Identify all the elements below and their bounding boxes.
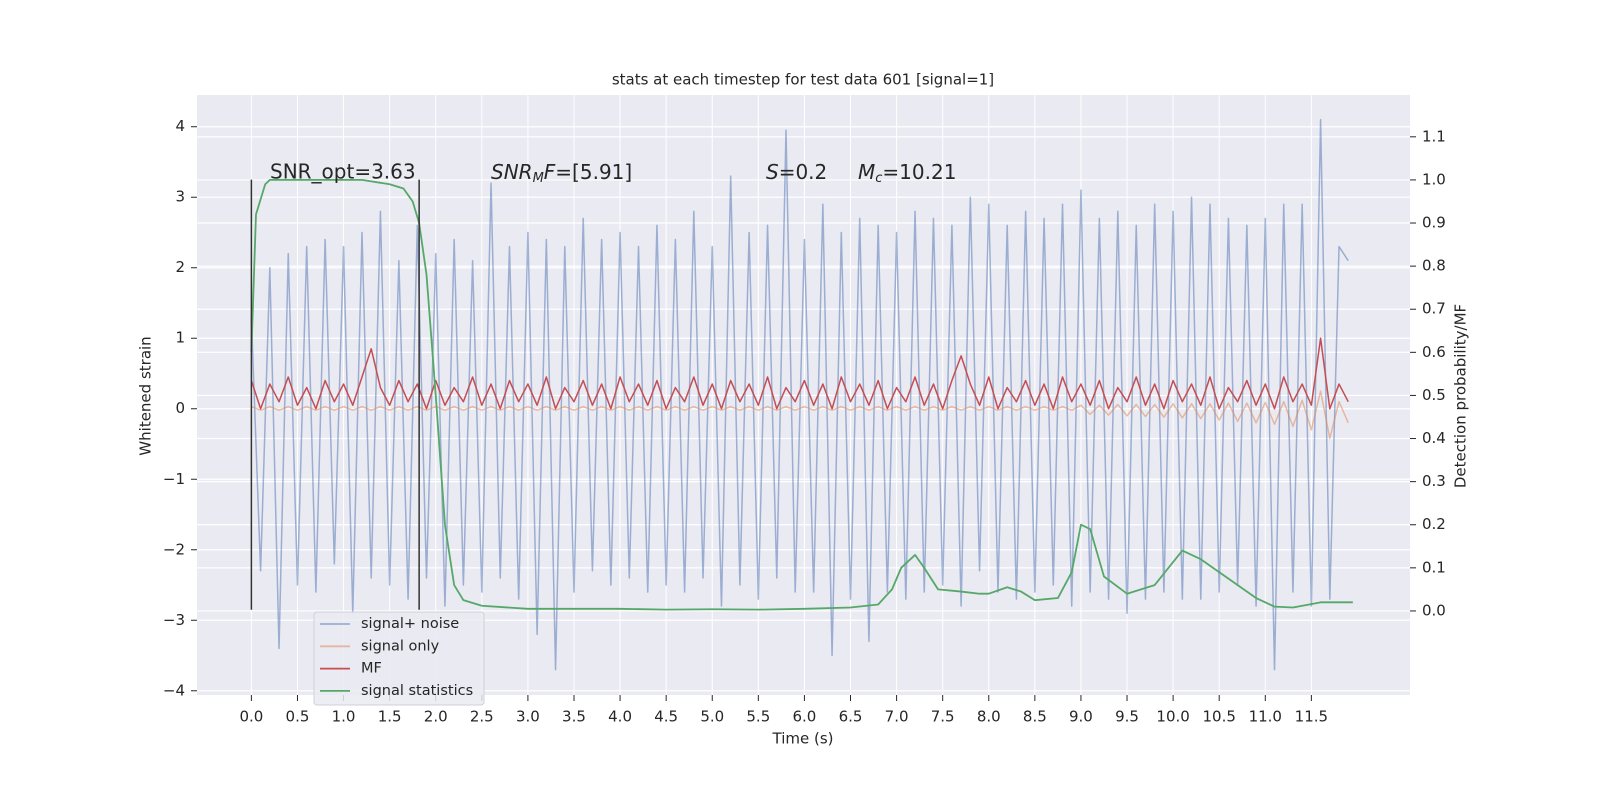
y2-axis-label: Detection probability/MF xyxy=(1452,304,1470,488)
x-tick-label: 7.5 xyxy=(931,708,955,726)
x-tick-label: 9.5 xyxy=(1115,708,1139,726)
y2-tick-label: 0.7 xyxy=(1422,300,1446,318)
y2-tick-label: 0.9 xyxy=(1422,214,1446,232)
x-tick-label: 0.0 xyxy=(239,708,263,726)
x-tick-label: 4.5 xyxy=(654,708,678,726)
annotation-part: M xyxy=(533,171,544,186)
annotation-part: SNR xyxy=(491,160,533,184)
annotation: SNRMF=[5.91] xyxy=(491,160,632,186)
annotation-part: =0.2 xyxy=(779,160,828,184)
y-tick-label: 4 xyxy=(175,117,185,135)
x-tick-label: 3.5 xyxy=(562,708,586,726)
annotation-part: c xyxy=(875,171,882,186)
y-tick-label: 2 xyxy=(175,258,185,276)
annotation-part: M xyxy=(858,160,875,184)
y-tick-label: 1 xyxy=(175,329,185,347)
annotation: SNR_opt=3.63 xyxy=(270,160,416,184)
y2-tick-label: 0.8 xyxy=(1422,257,1446,275)
y-tick-label: −1 xyxy=(163,470,185,488)
y2-tick-label: 0.2 xyxy=(1422,515,1446,533)
x-tick-label: 2.0 xyxy=(424,708,448,726)
x-tick-label: 11.0 xyxy=(1249,708,1282,726)
annotation-part: F xyxy=(544,160,556,184)
annotation: Mc=10.21 xyxy=(858,160,956,186)
series-line xyxy=(250,118,1349,671)
x-tick-label: 2.5 xyxy=(470,708,494,726)
y2-tick-label: 1.0 xyxy=(1422,170,1446,188)
ticks: 0.0 0.5 1.0 1.5 2.0 2.5 3.0 3.5 4.0 4.5 5.0 5.5 6.0 6… xyxy=(163,117,1446,725)
y-axis-label: Whitened strain xyxy=(137,336,155,455)
series-line xyxy=(251,390,1349,440)
x-tick-label: 10.0 xyxy=(1156,708,1189,726)
x-tick-label: 1.0 xyxy=(332,708,356,726)
legend-label: signal statistics xyxy=(361,683,473,699)
x-tick-label: 5.0 xyxy=(700,708,724,726)
series-line xyxy=(250,179,1353,611)
x-tick-label: 1.5 xyxy=(378,708,402,726)
y2-tick-label: 1.1 xyxy=(1422,127,1446,145)
x-tick-label: 11.5 xyxy=(1295,708,1328,726)
x-tick-label: 9.0 xyxy=(1069,708,1093,726)
y2-tick-label: 0.0 xyxy=(1422,601,1446,619)
annotation-part: S xyxy=(766,160,779,184)
y2-tick-label: 0.6 xyxy=(1422,343,1446,361)
legend-label: MF xyxy=(361,661,382,677)
legend-label: signal+ noise xyxy=(361,616,459,632)
annotation-part: =10.21 xyxy=(882,160,956,184)
y2-tick-label: 0.3 xyxy=(1422,472,1446,490)
x-tick-label: 8.5 xyxy=(1023,708,1047,726)
y-tick-label: −2 xyxy=(163,540,185,558)
x-tick-label: 6.0 xyxy=(792,708,816,726)
annotation: S=0.2 xyxy=(766,160,827,184)
x-tick-label: 6.5 xyxy=(839,708,863,726)
legend: signal+ noise signal only MF signal statist… xyxy=(313,611,485,706)
legend-box xyxy=(313,611,485,706)
y2-tick-label: 0.4 xyxy=(1422,429,1446,447)
y-tick-label: −3 xyxy=(163,611,185,629)
x-tick-label: 7.0 xyxy=(885,708,909,726)
y-tick-label: 0 xyxy=(175,399,185,417)
marks xyxy=(250,118,1353,671)
x-tick-label: 5.5 xyxy=(746,708,770,726)
legend-label: signal only xyxy=(361,638,440,654)
y-tick-label: 3 xyxy=(175,188,185,206)
y-tick-label: −4 xyxy=(163,681,185,699)
x-tick-label: 0.5 xyxy=(286,708,310,726)
y2-tick-label: 0.1 xyxy=(1422,558,1446,576)
x-tick-label: 4.0 xyxy=(608,708,632,726)
x-axis-label: Time (s) xyxy=(772,730,834,748)
y2-tick-label: 0.5 xyxy=(1422,386,1446,404)
x-tick-label: 3.0 xyxy=(516,708,540,726)
x-tick-label: 10.5 xyxy=(1202,708,1235,726)
chart-title: stats at each timestep for test data 601… xyxy=(612,71,994,89)
x-tick-label: 8.0 xyxy=(977,708,1001,726)
annotation-part: =[5.91] xyxy=(555,160,632,184)
